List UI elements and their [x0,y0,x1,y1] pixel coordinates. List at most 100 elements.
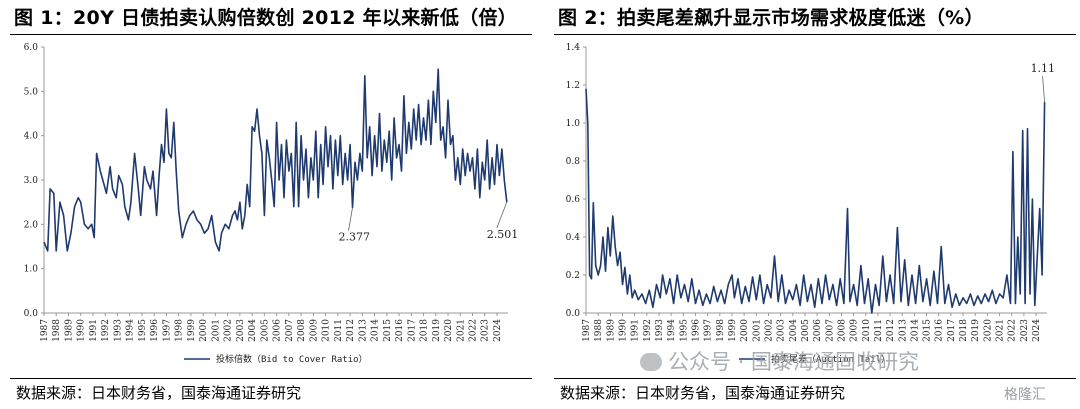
x-tick-label: 2017 [407,319,417,342]
x-tick-label: 2019 [432,319,442,342]
x-tick-label: 1996 [150,319,160,342]
chart-panel-2: 图 2：拍卖尾差飙升显示市场需求极度低迷（%） 0.0 0.2 0.4 0.6 0.8 1… [544,0,1080,409]
source-rule [554,378,1076,379]
x-tick-label: 1989 [606,319,616,342]
x-tick-label: 2018 [420,319,430,342]
series-line [43,68,508,252]
title-rule [10,34,532,35]
x-tick-label: 2023 [1020,319,1030,342]
x-tick-label: 1994 [126,319,136,342]
source-rule [10,378,532,379]
y-tick-label: 1.0 [24,265,39,275]
x-tick-label: 2006 [813,319,823,342]
legend-label: 投标倍数（Bid to Cover Ratio） [216,353,368,365]
y-tick-label: 1.2 [566,81,580,91]
x-tick-label: 1989 [64,319,74,342]
x-tick-label: 1987 [582,319,592,342]
x-tick-label: 2011 [874,319,884,342]
x-tick-label: 2022 [468,319,478,342]
x-tick-label: 2000 [199,319,209,342]
x-tick-label: 2004 [248,319,258,342]
x-tick-label: 2002 [764,319,774,342]
chart-title: 图 1：20Y 日债拍卖认购倍数创 2012 年以来新低（倍） [14,7,518,29]
x-tick-label: 2019 [971,319,981,342]
x-tick-label: 2000 [740,319,750,342]
x-tick-label: 2023 [481,319,491,342]
x-tick-label: 1992 [643,319,653,342]
x-tick-label: 2003 [236,319,246,342]
chart-title: 图 2：拍卖尾差飙升显示市场需求极度低迷（%） [558,7,984,29]
x-tick-label: 2009 [309,319,319,342]
y-tick-label: 1.4 [566,43,581,53]
y-tick-label: 0.0 [24,309,39,319]
x-tick-label: 1997 [704,319,714,342]
annotation-leader [348,207,353,231]
series-line [585,88,1046,314]
auction-tail-chart: 0.0 0.2 0.4 0.6 0.8 1.0 1.2 1.4 1987 1988 1989 1990… [566,43,1056,365]
x-tick-label: 2002 [224,319,234,342]
chart-panel-1: 图 1：20Y 日债拍卖认购倍数创 2012 年以来新低（倍） 0.0 1.0 2.… [0,0,536,409]
x-tick-label: 2010 [322,319,332,342]
y-tick-label: 2.0 [24,220,39,230]
x-tick-label: 1991 [89,319,99,342]
x-tick-label: 1990 [618,319,628,342]
y-tick-label: 5.0 [24,87,39,97]
y-tick-label: 0.0 [566,309,581,319]
x-tick-label: 2024 [1032,319,1042,342]
x-tick-label: 2020 [983,319,993,342]
annotation-leader [496,201,508,229]
x-tick-label: 2013 [358,319,368,342]
x-tick-label: 2015 [923,319,933,342]
x-tick-label: 2017 [947,319,957,342]
annotation-label: 1.11 [1031,62,1056,75]
x-tick-label: 2008 [837,319,847,342]
y-tick-label: 6.0 [24,43,39,53]
y-tick-label: 0.4 [566,233,581,243]
x-tick-label: 1988 [594,319,604,342]
x-tick-label: 1993 [113,319,123,342]
x-tick-label: 2003 [777,319,787,342]
x-tick-label: 2009 [850,319,860,342]
x-tick-label: 2013 [898,319,908,342]
x-tick-label: 2011 [334,319,344,342]
x-tick-label: 1990 [77,319,87,342]
x-tick-label: 1987 [40,319,50,342]
x-tick-label: 2007 [825,319,835,342]
x-tick-label: 2005 [801,319,811,342]
x-tick-label: 2012 [346,319,356,342]
x-tick-label: 1999 [728,319,738,342]
x-tick-label: 1998 [175,319,185,342]
annotation-label: 2.501 [487,228,519,241]
x-tick-label: 2001 [211,319,221,342]
x-tick-label: 2001 [752,319,762,342]
x-tick-label: 2014 [910,319,920,342]
x-tick-label: 2015 [383,319,393,342]
x-tick-label: 2020 [444,319,454,342]
x-tick-label: 1999 [187,319,197,342]
annotation-label: 2.377 [339,231,371,244]
x-tick-label: 1994 [667,319,677,342]
watermark-text: 公众号 · 国泰海通固收研究 [668,350,920,374]
x-tick-label: 2024 [493,319,503,342]
x-tick-label: 2021 [456,319,466,342]
x-tick-label: 2006 [273,319,283,342]
x-tick-label: 1991 [631,319,641,342]
x-tick-label: 2008 [297,319,307,342]
x-tick-label: 2014 [371,319,381,342]
x-tick-label: 1995 [138,319,148,342]
watermark: 公众号 · 国泰海通固收研究 [640,346,919,376]
x-tick-label: 1998 [716,319,726,342]
x-tick-label: 2018 [959,319,969,342]
x-tick-label: 2007 [285,319,295,342]
y-tick-label: 0.2 [566,271,580,281]
y-tick-label: 0.8 [566,157,581,167]
y-tick-label: 4.0 [24,132,39,142]
x-tick-label: 1995 [679,319,689,342]
annotation-leader [1042,76,1045,103]
x-tick-label: 1992 [101,319,111,342]
x-tick-label: 2016 [395,319,405,342]
x-tick-label: 1997 [162,319,172,342]
title-rule [554,34,1076,35]
x-tick-label: 1996 [691,319,701,342]
